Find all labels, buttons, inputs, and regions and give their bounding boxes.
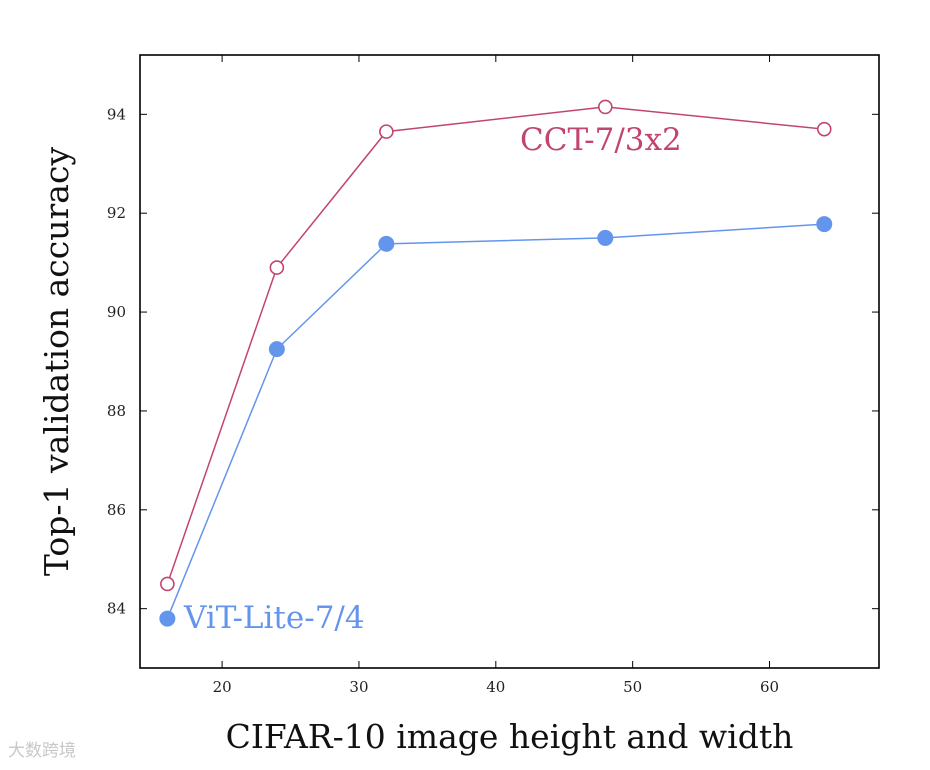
series-label-cct: CCT-7/3x2 bbox=[520, 122, 682, 158]
y-tick-label: 92 bbox=[107, 204, 126, 222]
data-point-0 bbox=[816, 121, 832, 137]
y-tick-label: 88 bbox=[107, 402, 126, 420]
x-tick-label: 20 bbox=[213, 678, 232, 696]
y-tick-label: 84 bbox=[107, 600, 126, 618]
data-point-0 bbox=[597, 99, 613, 115]
x-tick-label: 30 bbox=[349, 678, 368, 696]
data-point-0 bbox=[160, 576, 175, 592]
data-point-1 bbox=[597, 229, 614, 246]
series-line-1 bbox=[166, 223, 825, 619]
data-point-0 bbox=[379, 124, 394, 139]
watermark: 大数跨境 bbox=[8, 741, 76, 761]
data-point-0 bbox=[269, 260, 285, 275]
plot-frame bbox=[139, 54, 880, 669]
y-tick-label: 90 bbox=[107, 303, 126, 321]
data-point-1 bbox=[378, 235, 395, 252]
x-tick-label: 60 bbox=[760, 678, 779, 696]
x-tick-label: 50 bbox=[623, 678, 642, 696]
series-line-0 bbox=[166, 106, 825, 585]
data-point-1 bbox=[159, 610, 176, 627]
y-tick-label: 94 bbox=[107, 105, 126, 123]
y-tick-label: 86 bbox=[107, 501, 126, 519]
series-label-vit: ViT-Lite-7/4 bbox=[183, 600, 365, 636]
y-axis-title: Top-1 validation accuracy bbox=[37, 147, 76, 577]
x-tick-label: 40 bbox=[486, 678, 505, 696]
data-point-1 bbox=[816, 216, 833, 233]
x-axis-title: CIFAR-10 image height and width bbox=[226, 717, 794, 756]
data-point-1 bbox=[268, 341, 285, 358]
